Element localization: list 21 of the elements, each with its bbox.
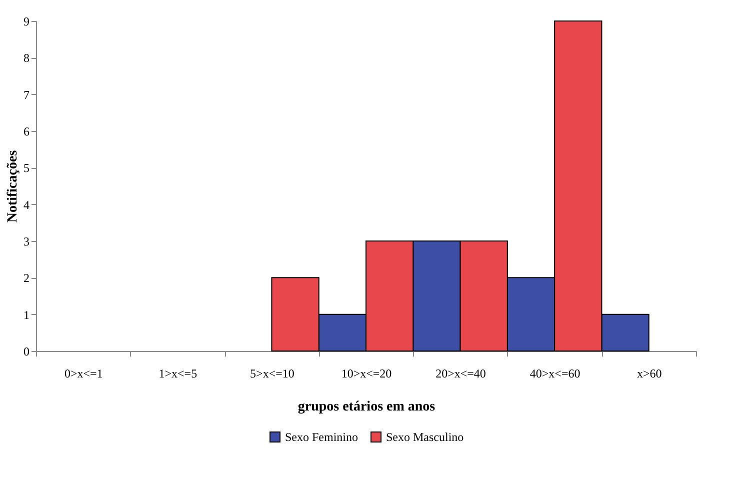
y-tick-label: 2: [24, 271, 30, 286]
y-tick-label: 9: [24, 14, 30, 28]
y-tick-label: 4: [24, 198, 30, 212]
y-tick-label: 1: [24, 308, 30, 322]
y-tick-label: 3: [24, 234, 30, 248]
legend-label: Sexo Feminino: [285, 430, 358, 444]
y-tick-label: 0: [24, 344, 30, 358]
y-tick-label: 5: [24, 161, 30, 176]
y-axis-title: Notificações: [6, 150, 20, 223]
x-tick-label: 0>x<=1: [64, 366, 103, 380]
x-axis-title: grupos etários em anos: [298, 400, 436, 414]
x-tick-label: 10>x<=20: [341, 366, 392, 380]
x-tick-label: 1>x<=5: [158, 366, 198, 380]
y-tick-label: 8: [24, 51, 30, 66]
x-tick-label: 40>x<=60: [530, 366, 580, 380]
legend-label: Sexo Masculino: [386, 430, 464, 444]
y-tick-label: 6: [24, 124, 30, 138]
x-tick-label: 5>x<=10: [250, 366, 294, 380]
x-tick-label: x>60: [636, 366, 662, 380]
x-tick-label: 20>x<=40: [436, 366, 486, 380]
y-tick-label: 7: [24, 88, 30, 102]
